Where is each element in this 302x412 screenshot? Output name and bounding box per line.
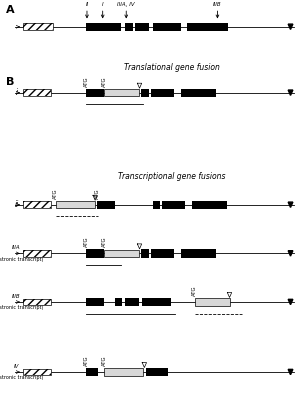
Text: (bicistronic transcript): (bicistronic transcript)	[0, 257, 44, 262]
Bar	[125, 298, 139, 306]
Bar	[23, 250, 51, 257]
Text: IIIA, IV: IIIA, IV	[117, 2, 135, 7]
Bar	[187, 23, 228, 31]
Bar	[146, 368, 168, 376]
Text: ATG: ATG	[95, 188, 100, 199]
Polygon shape	[288, 90, 293, 96]
Text: ATG: ATG	[84, 356, 88, 366]
Text: Transcriptional gene fusions: Transcriptional gene fusions	[118, 172, 226, 181]
Text: ATG: ATG	[84, 237, 88, 247]
Bar	[23, 369, 51, 375]
Bar	[23, 23, 53, 30]
Bar	[153, 23, 181, 31]
Bar	[86, 368, 98, 376]
Bar	[23, 369, 51, 375]
Polygon shape	[288, 299, 293, 305]
Bar	[115, 298, 122, 306]
Text: A: A	[6, 5, 15, 15]
Polygon shape	[288, 24, 293, 30]
Text: Translational gene fusion: Translational gene fusion	[124, 63, 220, 72]
Bar	[181, 249, 216, 258]
Text: II: II	[85, 2, 88, 7]
Polygon shape	[288, 250, 293, 256]
Bar	[86, 23, 121, 31]
Polygon shape	[288, 369, 293, 375]
Text: B: B	[6, 77, 14, 87]
Bar	[23, 201, 51, 208]
Bar	[56, 201, 95, 208]
Bar	[195, 298, 230, 306]
Text: IV: IV	[14, 364, 19, 369]
Bar	[151, 249, 174, 258]
Bar	[153, 201, 160, 209]
Bar	[142, 298, 171, 306]
Text: I: I	[102, 2, 104, 7]
Bar	[86, 89, 104, 97]
Bar	[125, 23, 133, 31]
Bar	[135, 23, 149, 31]
Text: IIIA: IIIA	[12, 245, 21, 250]
Bar	[141, 89, 149, 97]
Polygon shape	[288, 202, 293, 208]
Bar	[23, 299, 51, 305]
Text: IIIB: IIIB	[213, 2, 222, 7]
Text: IIIB: IIIB	[12, 294, 21, 299]
Bar	[104, 89, 139, 96]
Text: ATG: ATG	[102, 356, 107, 366]
Bar	[104, 250, 139, 257]
Bar	[162, 201, 185, 209]
Bar	[23, 89, 51, 96]
Bar	[86, 298, 104, 306]
Bar	[23, 250, 51, 257]
Bar	[86, 249, 104, 258]
Bar	[23, 299, 51, 305]
Text: ATG: ATG	[102, 237, 107, 247]
Bar	[104, 368, 143, 376]
Text: i: i	[15, 88, 18, 97]
Bar	[181, 89, 216, 97]
Bar	[192, 201, 226, 209]
Text: ATG: ATG	[102, 76, 107, 87]
Text: ii: ii	[14, 200, 19, 209]
Bar	[97, 201, 115, 209]
Text: ATG: ATG	[84, 76, 88, 87]
Text: ATG: ATG	[192, 286, 197, 296]
Text: (bicistronic transcript): (bicistronic transcript)	[0, 375, 44, 380]
Bar	[23, 89, 51, 96]
Bar	[23, 23, 53, 30]
Text: ATG: ATG	[53, 188, 58, 199]
Bar	[23, 201, 51, 208]
Bar	[141, 249, 149, 258]
Text: (bicistronic transcript): (bicistronic transcript)	[0, 305, 44, 310]
Bar	[151, 89, 174, 97]
